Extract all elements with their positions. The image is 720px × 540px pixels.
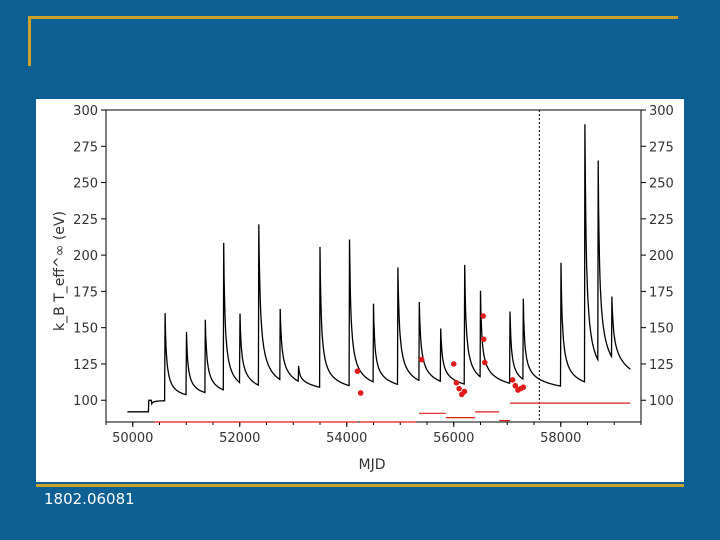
- y-tick-label: 200: [73, 249, 98, 264]
- y-tick-label: 250: [73, 177, 98, 192]
- right-y-tick-label: 200: [649, 249, 674, 264]
- data-point: [509, 377, 516, 383]
- right-y-tick-label: 125: [649, 358, 674, 373]
- data-point: [512, 382, 519, 389]
- right-y-tick-label: 250: [649, 177, 674, 192]
- data-point: [480, 313, 486, 319]
- top-accent-line: [28, 16, 678, 19]
- axes-group: 50000 52000 54000 56000 58000 100 125 150 175 200…: [73, 104, 674, 446]
- x-tick-label: 52000: [219, 431, 260, 446]
- right-y-tick-label: 175: [649, 285, 674, 300]
- right-y-tick-label: 225: [649, 213, 674, 228]
- data-point: [461, 388, 468, 395]
- right-y-tick-label: 150: [649, 322, 674, 337]
- data-point: [453, 380, 460, 386]
- data-point: [450, 361, 457, 367]
- data-point: [354, 368, 361, 375]
- y-tick-label: 150: [73, 322, 98, 337]
- caption-text: 1802.06081: [44, 490, 135, 508]
- x-axis-label: MJD: [359, 457, 386, 473]
- data-point: [456, 385, 462, 392]
- x-tick-label: 58000: [540, 431, 581, 446]
- data-point: [480, 336, 487, 343]
- right-y-tick-label: 100: [649, 394, 674, 409]
- y-tick-label: 275: [73, 140, 98, 155]
- baseline-segments: [154, 402, 631, 423]
- bottom-accent-line: [36, 484, 684, 487]
- y-tick-label: 225: [73, 213, 98, 228]
- x-tick-label: 50000: [112, 431, 153, 446]
- temperature-curve: [127, 124, 631, 413]
- data-point: [357, 390, 364, 396]
- temperature-chart: 50000 52000 54000 56000 58000 100 125 150 175 200…: [52, 104, 674, 473]
- left-accent-line: [28, 16, 31, 66]
- right-y-tick-label: 275: [649, 140, 674, 155]
- data-point: [418, 356, 425, 363]
- y-axis-label: k_B T_eff^∞ (eV): [52, 211, 68, 331]
- y-tick-label: 300: [73, 104, 98, 119]
- y-tick-label: 175: [73, 285, 98, 300]
- data-point: [520, 384, 527, 390]
- data-points: [354, 313, 527, 398]
- x-tick-label: 56000: [433, 431, 474, 446]
- y-tick-label: 100: [73, 394, 98, 409]
- chart-panel: 50000 52000 54000 56000 58000 100 125 150 175 200…: [36, 99, 684, 482]
- x-tick-label: 54000: [326, 431, 367, 446]
- right-y-tick-label: 300: [649, 104, 674, 119]
- data-point: [481, 359, 488, 366]
- y-tick-label: 125: [73, 358, 98, 373]
